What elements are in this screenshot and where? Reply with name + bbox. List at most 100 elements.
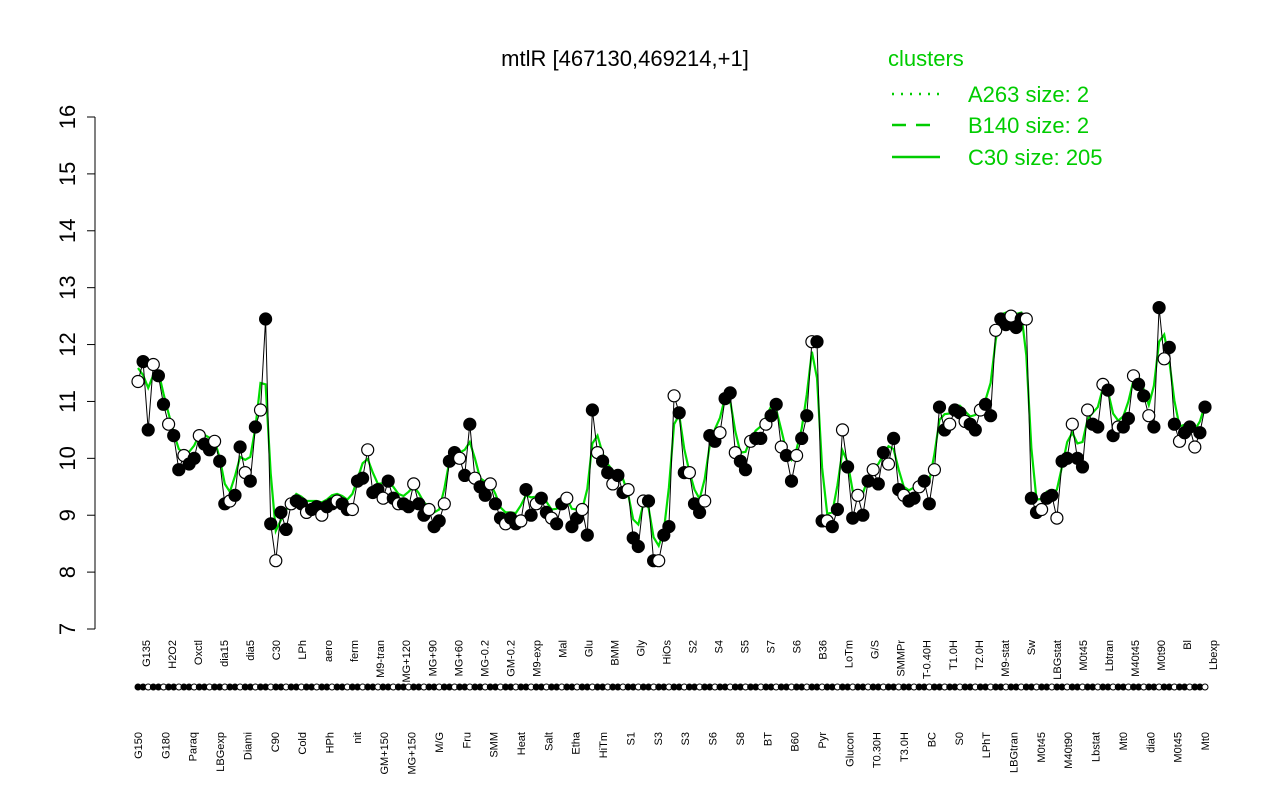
x-tick-label-bottom: LBGtran [1008,732,1020,773]
x-tick-label-top: Bl [1182,640,1194,650]
x-tick-label-bottom: LBGexp [215,732,227,772]
x-tick-label-bottom: LPhT [981,732,993,759]
data-point [856,508,870,522]
data-point [575,502,589,517]
data-point [830,502,845,517]
chart-title: mtlR [467130,469214,+1] [501,46,749,71]
data-point [784,474,799,488]
data-point [131,374,145,389]
data-point [662,519,676,534]
data-point [1045,488,1059,502]
data-point [1198,400,1212,414]
x-tick-label-top: Lbtran [1104,640,1116,671]
data-point [187,451,201,465]
data-point [483,477,497,491]
legend-label-1: B140 size: 2 [968,113,1089,138]
x-tick-label-top: Gly [635,640,647,657]
x-tick-label-bottom: Paraq [188,732,200,761]
x-tick-label-bottom: Glucon [844,732,856,767]
data-point [356,471,370,485]
data-point [345,502,359,517]
x-tick-label-top: MG-0.2 [479,640,491,677]
data-point [1121,411,1136,426]
data-point [228,488,242,502]
x-tick-label-top: SMMPr [896,640,908,677]
data-point [1080,403,1095,417]
x-tick-label-top: G/S [870,640,882,659]
x-tick-label-bottom: S3 [680,732,692,745]
y-tick-label: 9 [55,509,80,521]
data-point [698,494,712,508]
x-tick-label-top: S4 [714,640,726,653]
x-tick-label-top: MG+90 [427,640,439,676]
x-tick-label-bottom: S6 [708,732,720,745]
data-point [243,474,257,488]
x-tick-label-bottom: M0t45 [1036,732,1048,763]
data-point [835,423,850,437]
data-point [274,505,288,520]
x-tick-label-bottom: MG+150 [407,732,419,775]
data-point [156,397,171,411]
data-point [795,431,809,445]
data-point [907,491,921,505]
data-point [968,423,982,437]
y-tick-label: 10 [55,446,80,470]
data-point [1188,440,1202,454]
data-point [810,335,824,349]
data-point [585,403,600,417]
x-tick-label-top: C30 [271,640,283,660]
y-tick-label: 8 [55,566,80,578]
data-point [866,463,880,477]
x-tick-label-top: M0t90 [1156,640,1168,671]
x-tick-label-top: Lbexp [1208,640,1220,670]
data-point [672,406,686,420]
data-point [641,494,656,508]
data-point [141,423,155,437]
data-point [279,522,293,537]
data-point [886,431,901,445]
x-tick-label-bottom: BT [762,732,774,746]
x-tick-label-bottom: M/G [434,732,446,753]
x-tick-label-top: S5 [740,640,752,653]
data-point [1183,420,1197,434]
data-point [927,463,942,477]
data-point [631,539,645,554]
x-tick-label-top: LoTm [844,640,856,668]
legend-label-0: A263 size: 2 [968,82,1089,107]
x-tick-label-bottom: T3.0H [899,732,911,762]
data-point [652,554,666,568]
x-tick-label-bottom: S8 [735,732,747,745]
data-point [595,454,610,468]
x-tick-label-top: ferm [349,640,361,662]
data-point [800,409,814,423]
data-point [208,434,222,448]
x-tick-label-bottom: Diami [242,732,254,760]
data-point [922,497,936,511]
x-tick-label-top: B36 [818,640,830,660]
x-tick-label-bottom: Fru [461,732,473,749]
data-point [1142,409,1156,423]
x-tick-label-bottom: dia0 [1145,732,1157,753]
data-point [534,491,548,505]
data-point [580,528,594,542]
data-point [1137,389,1151,403]
data-point [1157,352,1171,366]
x-tick-label-bottom: B60 [790,732,802,752]
data-point [769,397,783,411]
data-point [1034,502,1049,517]
x-tick-label-bottom: Mt0 [1118,732,1130,750]
data-point [825,519,839,534]
x-tick-label-top: H2O2 [167,640,179,669]
x-tick-label-top: aero [323,640,335,662]
data-point [917,474,931,488]
data-point [989,323,1003,337]
data-point [1152,301,1166,315]
x-tick-label-bottom: S0 [954,732,966,745]
data-point [167,429,181,443]
data-point [478,488,492,502]
data-point [692,505,707,520]
data-point [1075,460,1090,474]
x-tick-label-bottom: BC [926,732,938,747]
x-tick-label-top: MG+60 [453,640,465,676]
